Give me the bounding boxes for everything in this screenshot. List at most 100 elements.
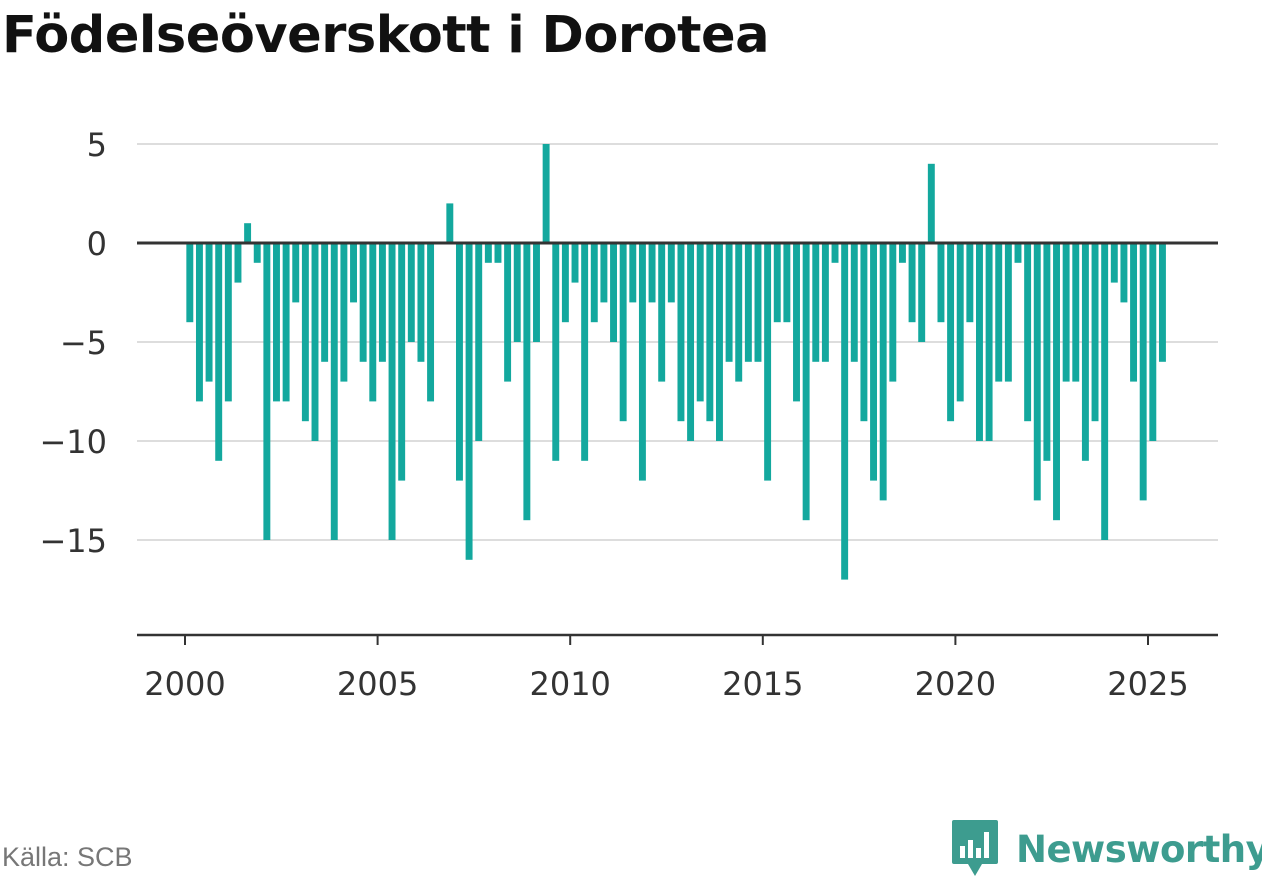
x-tick-label: 2000 xyxy=(144,665,225,703)
bar xyxy=(283,243,290,401)
bar xyxy=(1101,243,1108,540)
bar xyxy=(427,243,434,401)
y-axis: 5 0 −5 −10 −15 xyxy=(39,126,107,560)
brand-logo: Newsworthy xyxy=(950,818,1262,880)
bar xyxy=(947,243,954,421)
bar xyxy=(466,243,473,560)
bar xyxy=(668,243,675,302)
bar xyxy=(1034,243,1041,500)
bar xyxy=(783,243,790,322)
bar xyxy=(774,243,781,322)
bar xyxy=(1024,243,1031,421)
bar xyxy=(851,243,858,362)
bar xyxy=(1130,243,1137,382)
bar xyxy=(716,243,723,441)
bar xyxy=(215,243,222,461)
bar xyxy=(918,243,925,342)
bar xyxy=(1149,243,1156,441)
bar xyxy=(495,243,502,263)
bar xyxy=(446,203,453,243)
bar xyxy=(812,243,819,362)
bar xyxy=(369,243,376,401)
y-tick-label: 0 xyxy=(87,225,107,263)
bar xyxy=(533,243,540,342)
bar xyxy=(889,243,896,382)
bar xyxy=(273,243,280,401)
bar xyxy=(726,243,733,362)
bar xyxy=(350,243,357,302)
bar xyxy=(292,243,299,302)
bar xyxy=(225,243,232,401)
bar xyxy=(1159,243,1166,362)
bar xyxy=(186,243,193,322)
bar xyxy=(456,243,463,481)
bar xyxy=(331,243,338,540)
brand-name: Newsworthy xyxy=(1016,828,1262,871)
bar xyxy=(841,243,848,580)
bar xyxy=(909,243,916,322)
bar xyxy=(1063,243,1070,382)
bar xyxy=(254,243,261,263)
bar xyxy=(600,243,607,302)
bar xyxy=(1015,243,1022,263)
bar xyxy=(552,243,559,461)
bar xyxy=(543,144,550,243)
bar xyxy=(263,243,270,540)
bar xyxy=(475,243,482,441)
bar xyxy=(1053,243,1060,520)
x-tick-label: 2025 xyxy=(1107,665,1188,703)
bar xyxy=(899,243,906,263)
bar xyxy=(417,243,424,362)
bar xyxy=(302,243,309,421)
bar xyxy=(312,243,319,441)
bar xyxy=(514,243,521,342)
x-tick-label: 2005 xyxy=(337,665,418,703)
newsworthy-logo-icon xyxy=(950,818,1000,880)
bar xyxy=(610,243,617,342)
bar xyxy=(658,243,665,382)
bar xyxy=(1082,243,1089,461)
bar xyxy=(206,243,213,382)
bar xyxy=(928,164,935,243)
y-tick-label: −5 xyxy=(60,324,107,362)
bar xyxy=(832,243,839,263)
bar xyxy=(822,243,829,362)
bar xyxy=(485,243,492,263)
bar xyxy=(620,243,627,421)
bar xyxy=(340,243,347,382)
bar xyxy=(995,243,1002,382)
bar xyxy=(523,243,530,520)
bar xyxy=(706,243,713,421)
bar xyxy=(629,243,636,302)
y-tick-label: −10 xyxy=(39,423,107,461)
bar xyxy=(745,243,752,362)
bar xyxy=(803,243,810,520)
bar xyxy=(1005,243,1012,382)
y-tick-label: 5 xyxy=(87,126,107,164)
bar xyxy=(870,243,877,481)
bar xyxy=(639,243,646,481)
y-tick-label: −15 xyxy=(39,522,107,560)
bar xyxy=(408,243,415,342)
bar xyxy=(562,243,569,322)
bar xyxy=(986,243,993,441)
bar xyxy=(1140,243,1147,500)
bar xyxy=(572,243,579,283)
x-tick-label: 2015 xyxy=(722,665,803,703)
bar xyxy=(649,243,656,302)
bar xyxy=(1111,243,1118,283)
bar xyxy=(976,243,983,441)
bar-series xyxy=(137,144,1218,580)
bar xyxy=(793,243,800,401)
bar xyxy=(860,243,867,421)
bar xyxy=(244,223,251,243)
bar xyxy=(966,243,973,322)
bar xyxy=(1072,243,1079,382)
bar xyxy=(755,243,762,362)
bar xyxy=(234,243,241,283)
x-tick-label: 2010 xyxy=(529,665,610,703)
source-note: Källa: SCB xyxy=(2,842,133,873)
bar xyxy=(957,243,964,401)
